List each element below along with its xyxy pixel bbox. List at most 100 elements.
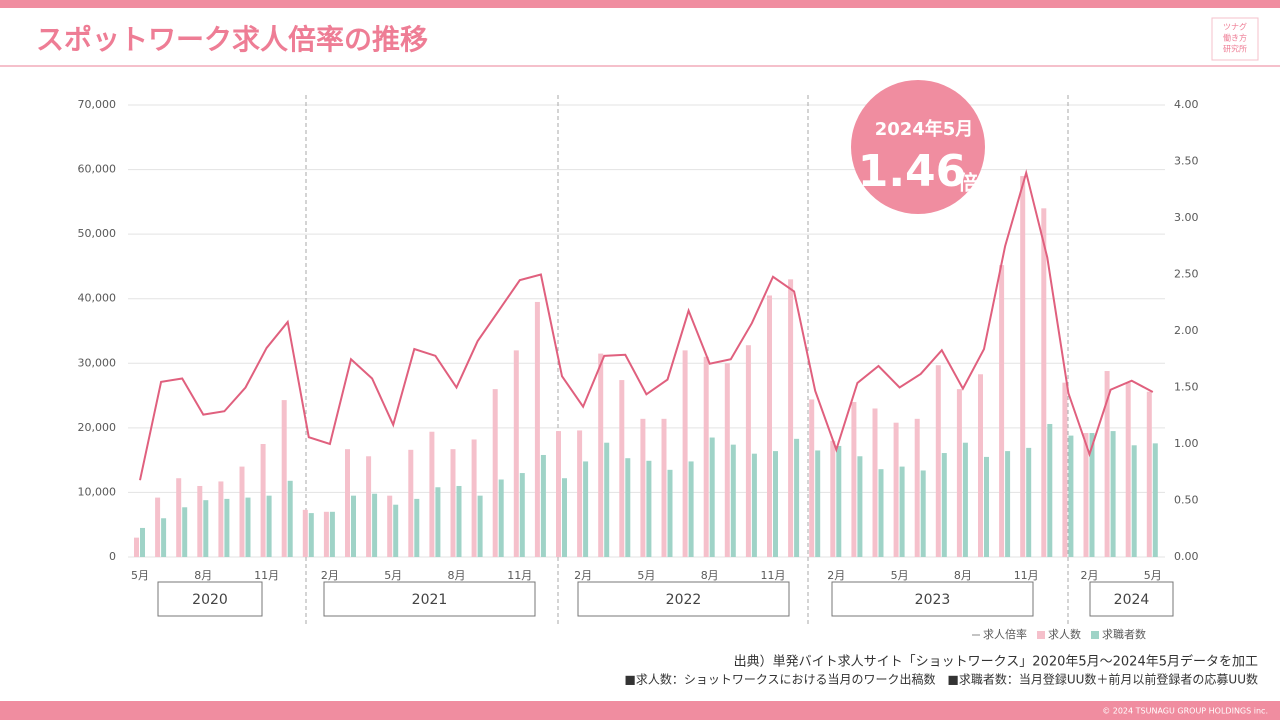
bar xyxy=(562,478,567,557)
bottom-bar xyxy=(0,701,1280,720)
bar xyxy=(688,461,694,557)
bar xyxy=(730,444,736,557)
bar xyxy=(266,495,272,557)
bar xyxy=(794,438,800,557)
bar xyxy=(1020,176,1026,557)
bar xyxy=(351,495,356,557)
bar xyxy=(1062,382,1068,557)
bar xyxy=(878,469,884,557)
y2-tick-label: 2.00 xyxy=(1174,324,1199,337)
note: ■求人数：ショットワークスにおける当月のワーク出稿数 ■求職者数：当月登録UU数… xyxy=(625,672,1258,687)
y-tick-label: 30,000 xyxy=(78,356,117,369)
year-label: 2022 xyxy=(666,592,702,608)
bar xyxy=(773,451,778,557)
bar xyxy=(450,449,456,557)
bar xyxy=(245,497,251,557)
x-tick-label: 5月 xyxy=(1144,569,1162,582)
y-tick-label: 40,000 xyxy=(78,292,117,305)
y-tick-label: 50,000 xyxy=(78,227,117,240)
bar xyxy=(1152,443,1158,557)
bar xyxy=(1125,382,1131,557)
bar xyxy=(598,353,604,557)
bar xyxy=(534,301,540,557)
bar xyxy=(667,469,673,557)
bar xyxy=(1005,451,1011,557)
callout-circle xyxy=(851,80,985,214)
bar xyxy=(703,356,709,557)
y2-tick-label: 2.50 xyxy=(1174,268,1199,281)
bar xyxy=(1026,447,1032,557)
bar xyxy=(408,449,414,557)
bar xyxy=(477,495,483,557)
bar xyxy=(429,431,435,557)
logo-text: 研究所 xyxy=(1223,44,1247,54)
bar xyxy=(646,460,652,557)
x-tick-label: 5月 xyxy=(891,569,909,582)
x-tick-label: 11月 xyxy=(507,569,532,582)
bar xyxy=(1041,208,1047,558)
bar xyxy=(1131,445,1137,557)
x-tick-label: 11月 xyxy=(761,569,786,582)
year-box xyxy=(323,581,536,617)
x-tick-label: 8月 xyxy=(194,569,212,582)
bar xyxy=(709,437,715,557)
bar xyxy=(984,456,989,557)
y2-tick-label: 3.50 xyxy=(1174,155,1199,168)
bar xyxy=(604,442,610,557)
bar xyxy=(456,485,462,557)
year-box xyxy=(157,581,263,617)
bar xyxy=(809,399,815,557)
bar xyxy=(203,500,209,557)
bar xyxy=(1068,435,1074,557)
legend-label: 求職者数 xyxy=(1102,628,1146,641)
x-tick-label: 2月 xyxy=(321,569,339,582)
bar xyxy=(751,453,757,557)
bar xyxy=(640,418,646,557)
bar xyxy=(745,345,751,557)
bar xyxy=(329,511,335,557)
bar xyxy=(372,493,378,557)
bar xyxy=(893,422,899,557)
bar xyxy=(836,445,842,557)
bar xyxy=(414,498,420,557)
bar xyxy=(851,402,857,557)
y-tick-label: 20,000 xyxy=(78,421,117,434)
bar xyxy=(1146,391,1152,557)
year-box xyxy=(577,581,790,617)
bar xyxy=(941,453,947,557)
bar xyxy=(1083,433,1089,557)
bar xyxy=(872,408,878,557)
bar xyxy=(1089,433,1095,557)
bar xyxy=(218,481,224,557)
bar xyxy=(556,431,561,557)
bar xyxy=(830,440,836,557)
y-tick-label: 70,000 xyxy=(78,98,117,111)
line xyxy=(139,168,1154,481)
bar xyxy=(498,479,504,557)
bar xyxy=(287,480,293,557)
bar xyxy=(935,365,941,557)
y2-tick-label: 0.00 xyxy=(1174,550,1199,563)
bar xyxy=(435,487,441,557)
copyright: © 2024 TSUNAGU GROUP HOLDINGS inc. xyxy=(1102,707,1268,716)
logo-box xyxy=(1211,17,1259,61)
bar xyxy=(978,374,983,557)
y-tick-label: 60,000 xyxy=(78,163,117,176)
bar xyxy=(625,458,631,557)
bar xyxy=(583,461,589,557)
bar xyxy=(471,439,477,557)
bar xyxy=(619,380,625,557)
year-label: 2024 xyxy=(1114,592,1150,608)
bar xyxy=(260,444,266,557)
bar xyxy=(962,442,968,557)
legend-label: 求人数 xyxy=(1048,628,1081,641)
bar xyxy=(899,466,905,557)
bar xyxy=(1110,431,1116,557)
bar xyxy=(134,537,139,557)
bar xyxy=(155,497,161,557)
bar xyxy=(661,418,667,557)
bar xyxy=(519,473,525,557)
x-tick-label: 11月 xyxy=(254,569,279,582)
legend-swatch xyxy=(1091,631,1099,639)
bar xyxy=(788,279,794,557)
